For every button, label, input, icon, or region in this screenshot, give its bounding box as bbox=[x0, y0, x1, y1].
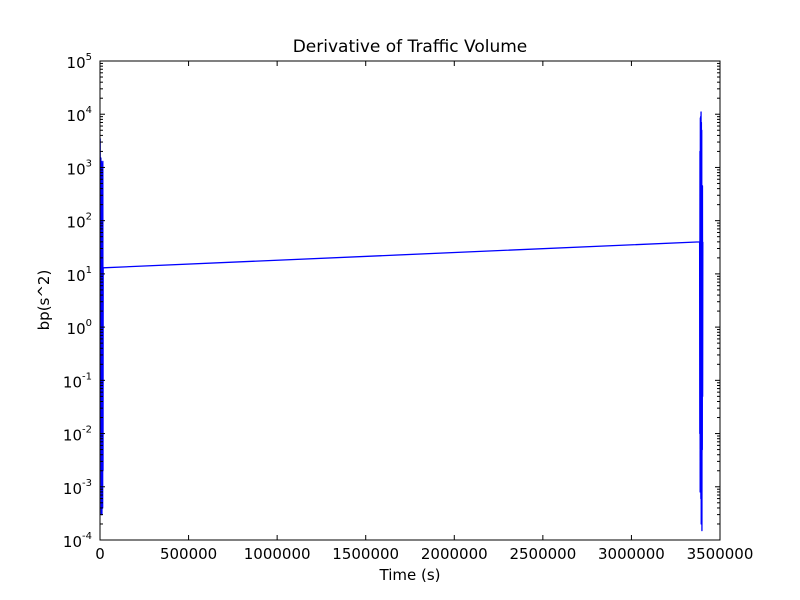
ticks-layer: 0 500000 1000000 1500000 2000000 2500000 30000… bbox=[63, 52, 753, 563]
chart-title: Derivative of Traffic Volume bbox=[293, 37, 528, 57]
y-tick-label: 105 bbox=[67, 52, 92, 72]
y-tick-base: 10 bbox=[67, 54, 86, 72]
plot-frame bbox=[99, 60, 721, 541]
x-tick-label: 1000000 bbox=[244, 545, 311, 563]
y-tick-label: 102 bbox=[67, 212, 92, 232]
x-axis-label: Time (s) bbox=[379, 566, 441, 584]
y-tick-base: 10 bbox=[67, 320, 86, 338]
y-tick-base: 10 bbox=[63, 373, 82, 391]
y-tick-exponent: 2 bbox=[86, 212, 92, 223]
y-tick-base: 10 bbox=[67, 107, 86, 125]
y-tick-base: 10 bbox=[67, 160, 86, 178]
x-tick-label: 500000 bbox=[160, 545, 217, 563]
x-tick-label: 1500000 bbox=[332, 545, 399, 563]
y-tick-base: 10 bbox=[63, 427, 82, 445]
x-tick-label: 2000000 bbox=[421, 545, 488, 563]
y-tick-label: 101 bbox=[67, 265, 92, 285]
y-tick-exponent: -4 bbox=[82, 531, 92, 542]
y-tick-exponent: 5 bbox=[86, 52, 92, 63]
y-tick-label: 103 bbox=[67, 158, 92, 178]
y-tick-label: 10-3 bbox=[63, 478, 92, 498]
y-tick-label: 10-2 bbox=[63, 425, 92, 445]
y-axis-label: bp(s^2) bbox=[35, 270, 53, 331]
x-tick-label: 0 bbox=[95, 545, 105, 563]
series-layer bbox=[99, 111, 704, 532]
y-tick-base: 10 bbox=[63, 533, 82, 551]
y-tick-exponent: 4 bbox=[86, 105, 92, 116]
x-tick-label: 3000000 bbox=[598, 545, 665, 563]
y-tick-base: 10 bbox=[63, 480, 82, 498]
x-tick-label: 3500000 bbox=[687, 545, 754, 563]
y-tick-exponent: -2 bbox=[82, 425, 92, 436]
y-tick-exponent: 1 bbox=[86, 265, 92, 276]
y-tick-exponent: 3 bbox=[86, 158, 92, 169]
y-tick-exponent: -3 bbox=[82, 478, 92, 489]
series-line bbox=[99, 111, 704, 532]
y-tick-exponent: -1 bbox=[82, 371, 92, 382]
x-tick-label: 2500000 bbox=[509, 545, 576, 563]
y-tick-base: 10 bbox=[67, 214, 86, 232]
y-tick-label: 10-1 bbox=[63, 371, 92, 391]
y-tick-exponent: 0 bbox=[86, 318, 92, 329]
y-tick-label: 10-4 bbox=[63, 531, 92, 551]
y-tick-base: 10 bbox=[67, 267, 86, 285]
y-tick-label: 100 bbox=[67, 318, 92, 338]
y-tick-label: 104 bbox=[67, 105, 92, 125]
